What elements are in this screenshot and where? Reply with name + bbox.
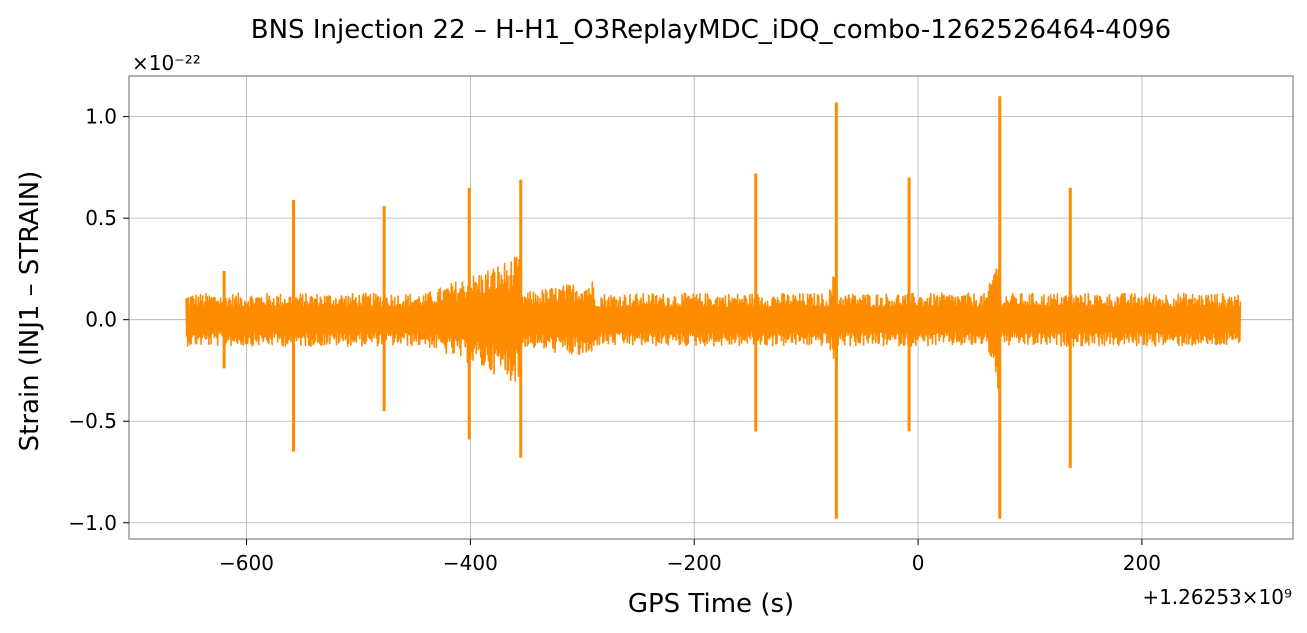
x-axis-label: GPS Time (s) (628, 589, 794, 619)
strain-line (185, 256, 1242, 389)
y-tick-label: 0.5 (85, 206, 117, 230)
x-tick-label: −400 (443, 551, 498, 575)
x-tick-label: 0 (912, 551, 925, 575)
y-tick-label: −0.5 (68, 409, 117, 433)
y-scale-label: ×10⁻²² (132, 51, 201, 75)
x-tick-label: −600 (219, 551, 274, 575)
x-axis: −600 −400 −200 0 200 (219, 539, 1161, 575)
plot-frame (128, 75, 1294, 540)
x-tick-label: 200 (1123, 551, 1161, 575)
series-layer (185, 96, 1242, 519)
y-tick-label: −1.0 (68, 511, 117, 535)
chart-title: BNS Injection 22 – H-H1_O3ReplayMDC_iDQ_… (251, 15, 1171, 45)
y-axis-label: Strain (INJ1 – STRAIN) (15, 171, 45, 452)
x-offset-label: +1.26253×10⁹ (1142, 585, 1292, 609)
y-tick-label: 1.0 (85, 105, 117, 129)
x-tick-label: −200 (667, 551, 722, 575)
y-axis: −1.0 −0.5 0.0 0.5 1.0 (68, 105, 129, 535)
y-tick-label: 0.0 (85, 308, 117, 332)
